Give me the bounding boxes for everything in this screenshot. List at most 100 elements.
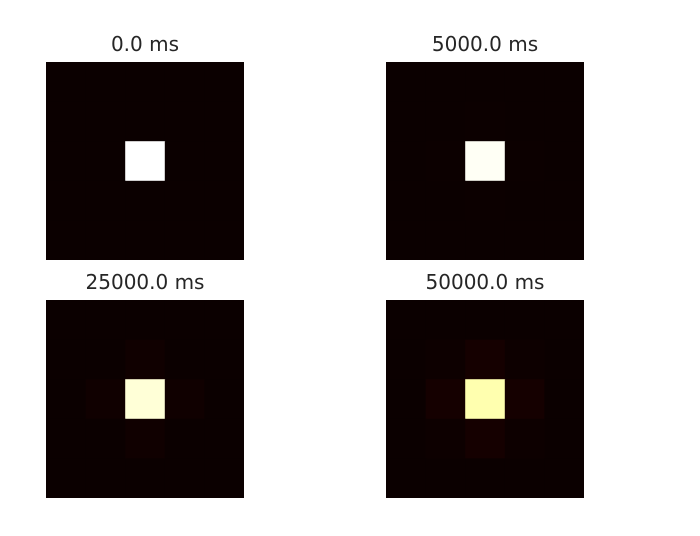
heatmap-cell-r2-c4	[204, 141, 244, 182]
heatmap-cell-r3-c1	[85, 418, 126, 459]
heatmap-cell-r3-c3	[164, 418, 205, 459]
heatmap-cell-r2-c2	[125, 141, 166, 182]
heatmap-cell-r4-c3	[164, 220, 205, 260]
heatmap-cell-r1-c1	[85, 339, 126, 380]
heatmap-cell-r0-c4	[544, 300, 584, 341]
heatmap-cell-r4-c1	[425, 220, 466, 260]
heatmap-cell-r0-c0	[46, 62, 87, 103]
heatmap-image	[46, 300, 244, 498]
heatmap-cell-r3-c1	[425, 418, 466, 459]
heatmap-cell-r0-c1	[85, 300, 126, 341]
heatmap-cell-r3-c4	[204, 180, 244, 221]
heatmap-cell-r2-c1	[425, 379, 466, 420]
heatmap-cell-r1-c3	[504, 339, 545, 380]
heatmap-cell-r0-c4	[204, 300, 244, 341]
heatmap-image	[386, 62, 584, 260]
heatmap-cell-r1-c4	[544, 101, 584, 142]
heatmap-cell-r0-c3	[164, 300, 205, 341]
heatmap-cell-r1-c0	[386, 101, 427, 142]
heatmap-cell-r4-c3	[164, 458, 205, 498]
heatmap-cell-r0-c3	[504, 62, 545, 103]
heatmap-cell-r3-c2	[465, 180, 506, 221]
heatmap-cell-r3-c3	[504, 180, 545, 221]
heatmap-cell-r2-c0	[46, 379, 87, 420]
heatmap-cell-r4-c1	[425, 458, 466, 498]
heatmap-cell-r3-c0	[46, 418, 87, 459]
panel-title: 5000.0 ms	[431, 32, 539, 56]
heatmap-cell-r0-c2	[465, 300, 506, 341]
heatmap-cell-r0-c3	[164, 62, 205, 103]
heatmap-cell-r2-c3	[504, 379, 545, 420]
heatmap-cell-r0-c0	[46, 300, 87, 341]
heatmap-cell-r2-c0	[46, 141, 87, 182]
heatmap-cell-r0-c0	[386, 300, 427, 341]
heatmap-cell-r0-c4	[204, 62, 244, 103]
heatmap-cell-r3-c3	[164, 180, 205, 221]
heatmap-cell-r3-c3	[504, 418, 545, 459]
heatmap-cell-r2-c4	[544, 141, 584, 182]
heatmap-cell-r2-c4	[544, 379, 584, 420]
panel-title: 25000.0 ms	[85, 270, 205, 294]
heatmap-cell-r4-c2	[465, 220, 506, 260]
heatmap-cell-r2-c3	[164, 141, 205, 182]
heatmap-cell-r3-c1	[85, 180, 126, 221]
heatmap-cell-r3-c0	[386, 418, 427, 459]
heatmap-cell-r3-c1	[425, 180, 466, 221]
heatmap-cell-r4-c3	[504, 458, 545, 498]
heatmap-cell-r3-c4	[544, 180, 584, 221]
heatmap-cell-r2-c3	[164, 379, 205, 420]
heatmap-cell-r3-c2	[465, 418, 506, 459]
heatmap-cell-r2-c3	[504, 141, 545, 182]
heatmap-cell-r0-c1	[425, 300, 466, 341]
heatmap-cell-r1-c4	[204, 101, 244, 142]
heatmap-cell-r4-c3	[504, 220, 545, 260]
heatmap-cell-r1-c1	[425, 101, 466, 142]
heatmap-cell-r1-c0	[386, 339, 427, 380]
heatmap-cell-r4-c1	[85, 458, 126, 498]
heatmap-cell-r0-c4	[544, 62, 584, 103]
heatmap-cell-r3-c4	[204, 418, 244, 459]
heatmap-cell-r4-c4	[204, 220, 244, 260]
heatmap-cell-r4-c0	[386, 220, 427, 260]
heatmap-cell-r3-c2	[125, 418, 166, 459]
heatmap-cell-r0-c0	[386, 62, 427, 103]
heatmap-cell-r1-c2	[465, 339, 506, 380]
heatmap-cell-r3-c0	[46, 180, 87, 221]
heatmap-cell-r2-c1	[85, 379, 126, 420]
heatmap-cell-r3-c4	[544, 418, 584, 459]
heatmap-cell-r2-c2	[465, 141, 506, 182]
heatmap-cell-r1-c1	[85, 101, 126, 142]
heatmap-cell-r1-c3	[164, 339, 205, 380]
heatmap-cell-r4-c2	[465, 458, 506, 498]
heatmap-cell-r4-c0	[46, 458, 87, 498]
heatmap-cell-r4-c1	[85, 220, 126, 260]
heatmap-cell-r1-c2	[125, 101, 166, 142]
heatmap-image	[46, 62, 244, 260]
heatmap-cell-r2-c0	[386, 379, 427, 420]
heatmap-cell-r1-c4	[544, 339, 584, 380]
heatmap-cell-r2-c0	[386, 141, 427, 182]
heatmap-cell-r1-c0	[46, 101, 87, 142]
heatmap-cell-r1-c0	[46, 339, 87, 380]
heatmap-cell-r2-c2	[125, 379, 166, 420]
heatmap-cell-r3-c0	[386, 180, 427, 221]
heatmap-cell-r0-c2	[125, 300, 166, 341]
heatmap-cell-r4-c0	[386, 458, 427, 498]
heatmap-cell-r0-c1	[425, 62, 466, 103]
panel-title: 50000.0 ms	[425, 270, 545, 294]
heatmap-cell-r0-c2	[465, 62, 506, 103]
heatmap-cell-r3-c2	[125, 180, 166, 221]
heatmap-cell-r1-c4	[204, 339, 244, 380]
heatmap-cell-r4-c4	[204, 458, 244, 498]
heatmap-cell-r4-c4	[544, 458, 584, 498]
heatmap-cell-r4-c2	[125, 220, 166, 260]
heatmap-cell-r1-c2	[465, 101, 506, 142]
panel-title: 0.0 ms	[110, 32, 180, 56]
heatmap-cell-r2-c1	[85, 141, 126, 182]
heatmap-image	[386, 300, 584, 498]
heatmap-cell-r2-c4	[204, 379, 244, 420]
heatmap-cell-r0-c3	[504, 300, 545, 341]
heatmap-cell-r1-c1	[425, 339, 466, 380]
heatmap-cell-r1-c2	[125, 339, 166, 380]
